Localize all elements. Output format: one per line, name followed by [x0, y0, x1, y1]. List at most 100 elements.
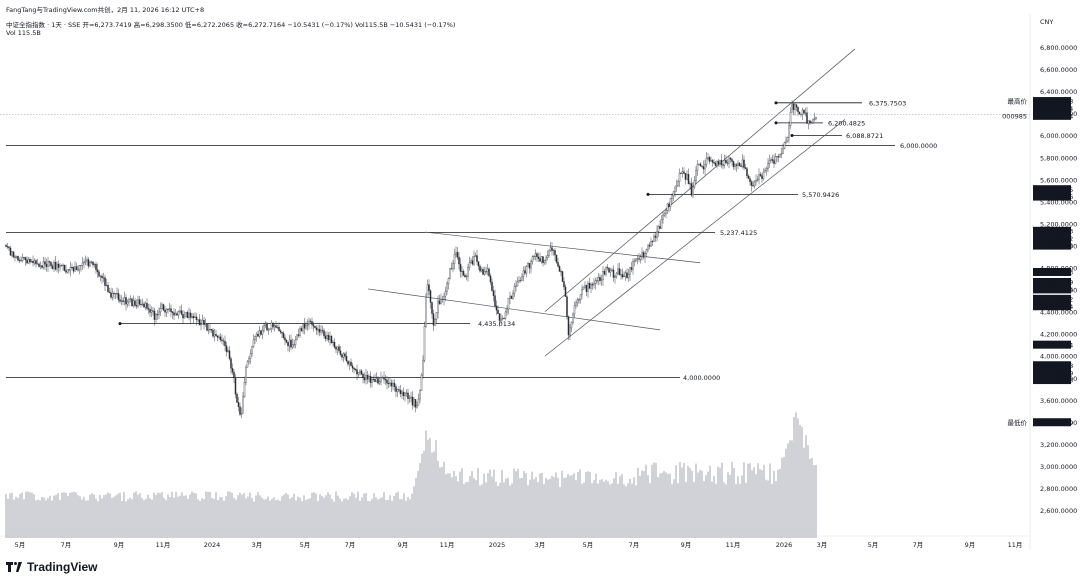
volume-bar: [751, 470, 753, 538]
volume-bar: [753, 467, 755, 538]
candle-body: [591, 284, 594, 286]
volume-bar: [657, 477, 659, 538]
volume-bar: [555, 472, 557, 538]
candle-body: [438, 300, 441, 304]
volume-bar: [73, 491, 75, 538]
volume-bar: [493, 469, 495, 538]
tradingview-logo-icon: [6, 562, 22, 572]
candle-body: [621, 274, 624, 278]
candle-body: [465, 276, 468, 278]
candle-body: [258, 330, 261, 337]
candle-body: [93, 263, 96, 266]
candle-body: [263, 325, 265, 331]
candle-body: [426, 284, 429, 298]
candle-body: [323, 330, 325, 337]
candle-body: [750, 181, 753, 186]
candle-body: [498, 313, 501, 321]
candle-body: [309, 320, 312, 322]
candle-body: [543, 260, 546, 264]
candle-body: [50, 262, 52, 266]
price-label: 6,389.7554: [1036, 105, 1073, 113]
horizontal-level-label: 4,000.0000: [683, 374, 720, 382]
candle-body: [668, 203, 670, 207]
candle-body: [707, 157, 709, 159]
candle-body: [815, 117, 817, 120]
volume-bar: [761, 470, 763, 538]
volume-bar: [577, 471, 579, 538]
volume-bar: [547, 479, 549, 538]
candle-body: [710, 160, 712, 162]
candle-body: [134, 300, 136, 306]
volume-bar: [509, 485, 511, 538]
candle-body: [324, 335, 327, 339]
candle-body: [353, 367, 355, 370]
candle-body: [663, 213, 666, 216]
volume-bar: [811, 458, 813, 538]
price-label-tag: 最高价: [1008, 97, 1028, 106]
volume-bar: [777, 469, 779, 538]
volume-bar: [683, 462, 685, 538]
candle-body: [77, 269, 79, 271]
y-tick-label: 5,200.0000: [1040, 220, 1077, 228]
candle-body: [623, 276, 625, 278]
candle-body: [492, 290, 495, 296]
candle-body: [678, 173, 681, 182]
candle-body: [14, 256, 16, 258]
volume-bar: [21, 492, 23, 538]
candle-body: [477, 261, 480, 267]
volume-bar: [275, 500, 277, 538]
candle-body: [269, 328, 271, 330]
volume-bar: [511, 483, 513, 538]
candle-body: [777, 156, 780, 158]
candle-body: [674, 186, 676, 193]
volume-bar: [35, 500, 37, 538]
volume-bar: [507, 477, 509, 538]
volume-bar: [101, 498, 103, 538]
candle-body: [807, 120, 810, 124]
candle-body: [138, 299, 141, 305]
candle-body: [690, 183, 693, 196]
volume-bar: [491, 476, 493, 538]
candle-body: [165, 308, 168, 313]
candle-body: [573, 305, 576, 315]
volume-bar: [129, 497, 131, 538]
candle-body: [261, 330, 264, 335]
candle-body: [455, 252, 457, 255]
volume-bar: [773, 470, 775, 538]
volume-bar: [205, 491, 207, 538]
tradingview-logo[interactable]: TradingView: [6, 560, 97, 574]
x-tick-label: 11月: [440, 541, 455, 549]
x-tick-label: 7月: [61, 541, 72, 549]
candle-body: [315, 327, 318, 331]
volume-bar: [567, 473, 569, 538]
volume-bar: [239, 492, 241, 538]
candle-body: [278, 327, 280, 331]
candle-body: [266, 323, 268, 331]
volume-bar: [625, 486, 627, 538]
candle-body: [11, 251, 13, 256]
candle-body: [717, 161, 720, 165]
candle-body: [575, 302, 577, 306]
candle-body: [801, 109, 804, 115]
candle-body: [299, 328, 301, 336]
volume-bar: [779, 468, 781, 538]
volume-bar: [255, 495, 257, 538]
volume-bar: [111, 498, 113, 538]
volume-bar: [67, 495, 69, 538]
candle-body: [188, 312, 190, 319]
volume-bar: [461, 468, 463, 538]
volume-bar: [659, 473, 661, 538]
candle-body: [150, 310, 153, 313]
volume-bar: [711, 481, 713, 538]
candle-body: [584, 285, 586, 288]
volume-bar: [109, 493, 111, 538]
volume-bar: [551, 475, 553, 538]
candle-body: [345, 355, 348, 362]
volume-bar: [661, 472, 663, 538]
price-label: 6,391.2788: [1036, 98, 1073, 106]
candle-body: [305, 325, 307, 329]
volume-bar: [391, 500, 393, 538]
volume-bar: [447, 473, 449, 538]
volume-bar: [709, 465, 711, 538]
